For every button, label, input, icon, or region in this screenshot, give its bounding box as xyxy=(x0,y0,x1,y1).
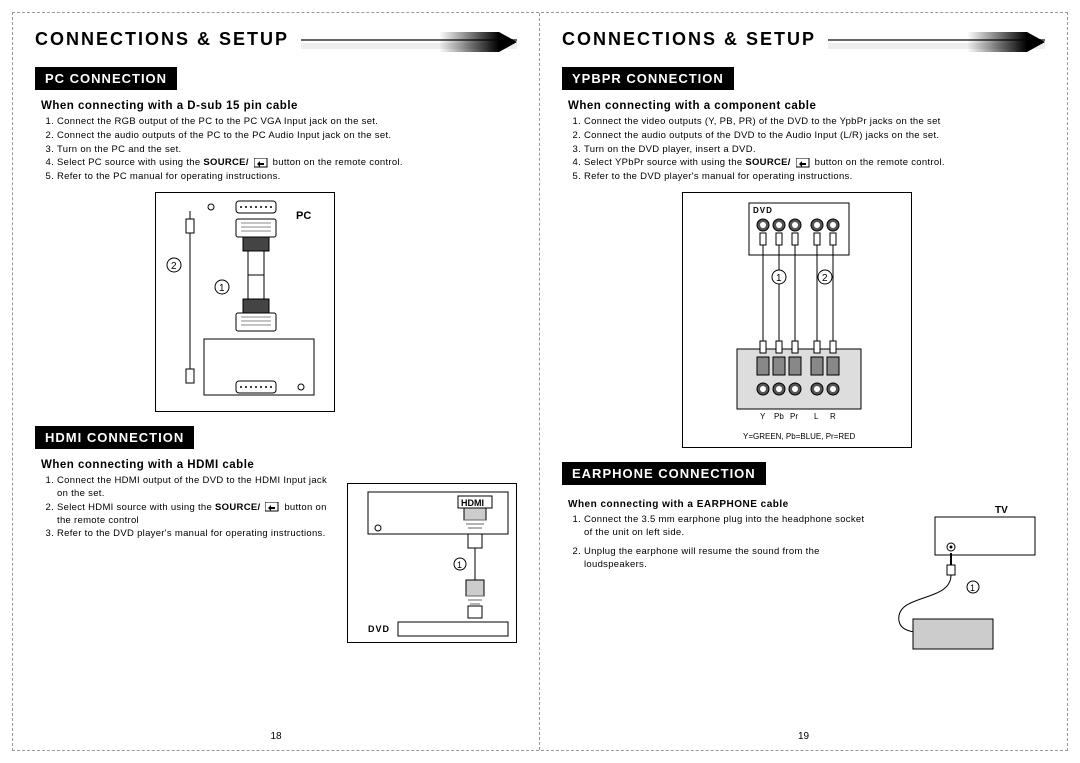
step: Connect the audio outputs of the DVD to … xyxy=(584,130,1045,143)
step: Turn on the PC and the set. xyxy=(57,144,517,157)
section-title: HDMI CONNECTION xyxy=(35,426,194,449)
svg-text:HDMI: HDMI xyxy=(461,498,484,508)
section-earphone: EARPHONE CONNECTION When connecting with… xyxy=(562,462,1045,667)
page-left: CONNECTIONS & SETUP PC CONNECTION When c… xyxy=(13,13,540,750)
manual-spread: CONNECTIONS & SETUP PC CONNECTION When c… xyxy=(12,12,1068,751)
svg-text:2: 2 xyxy=(822,273,828,284)
svg-text:TV: TV xyxy=(995,505,1008,516)
step: Refer to the DVD player's manual for ope… xyxy=(584,171,1045,184)
subhead: When connecting with a component cable xyxy=(568,100,1045,112)
page-right: CONNECTIONS & SETUP YPBPR CONNECTION Whe… xyxy=(540,13,1067,750)
section-title: EARPHONE CONNECTION xyxy=(562,462,766,485)
svg-text:1: 1 xyxy=(776,273,782,284)
step: Select PC source with using the SOURCE/ … xyxy=(57,157,517,170)
ribbon-right: CONNECTIONS & SETUP xyxy=(562,29,1045,55)
source-icon xyxy=(265,502,279,512)
step: Turn on the DVD player, insert a DVD. xyxy=(584,144,1045,157)
svg-text:1: 1 xyxy=(457,560,462,570)
section-ypbpr: YPBPR CONNECTION When connecting with a … xyxy=(562,67,1045,448)
svg-text:DVD: DVD xyxy=(368,624,390,634)
ribbon-title: CONNECTIONS & SETUP xyxy=(35,29,301,50)
svg-text:Pb: Pb xyxy=(774,412,784,421)
ribbon-left: CONNECTIONS & SETUP xyxy=(35,29,517,55)
source-icon xyxy=(796,158,810,168)
svg-text:L: L xyxy=(814,412,819,421)
source-icon xyxy=(254,158,268,168)
step: Connect the audio outputs of the PC to t… xyxy=(57,130,517,143)
dvd-jacks xyxy=(757,219,839,231)
section-title: PC CONNECTION xyxy=(35,67,177,90)
svg-text:DVD: DVD xyxy=(753,206,773,215)
steps-list: Connect the HDMI output of the DVD to th… xyxy=(57,475,337,541)
svg-text:Pr: Pr xyxy=(790,412,798,421)
svg-text:2: 2 xyxy=(171,261,177,272)
page-number: 19 xyxy=(540,731,1067,742)
section-hdmi: HDMI CONNECTION When connecting with a H… xyxy=(35,426,517,657)
svg-text:R: R xyxy=(830,412,836,421)
svg-text:1: 1 xyxy=(970,583,975,593)
step: Select YPbPr source with using the SOURC… xyxy=(584,157,1045,170)
steps-list: Connect the 3.5 mm earphone plug into th… xyxy=(584,514,865,571)
svg-text:Y: Y xyxy=(760,412,766,421)
step: Connect the 3.5 mm earphone plug into th… xyxy=(584,514,865,540)
hdmi-diagram: HDMI 1 xyxy=(347,483,517,643)
step: Select HDMI source with using the SOURCE… xyxy=(57,502,337,528)
step: Unplug the earphone will resume the soun… xyxy=(584,546,865,572)
section-pc: PC CONNECTION When connecting with a D-s… xyxy=(35,67,517,412)
step: Connect the HDMI output of the DVD to th… xyxy=(57,475,337,501)
subhead: When connecting with a EARPHONE cable xyxy=(568,499,865,510)
pc-diagram: PC 2 xyxy=(155,192,335,412)
ypbpr-diagram: DVD xyxy=(682,192,912,448)
subhead: When connecting with a D-sub 15 pin cabl… xyxy=(41,100,517,112)
subhead: When connecting with a HDMI cable xyxy=(41,459,517,471)
section-title: YPBPR CONNECTION xyxy=(562,67,734,90)
step: Connect the RGB output of the PC to the … xyxy=(57,116,517,129)
svg-text:1: 1 xyxy=(219,283,225,294)
steps-list: Connect the RGB output of the PC to the … xyxy=(57,116,517,184)
label-pc: PC xyxy=(296,210,311,222)
earphone-diagram: TV 1 xyxy=(875,503,1045,653)
ribbon-title: CONNECTIONS & SETUP xyxy=(562,29,828,50)
steps-list: Connect the video outputs (Y, PB, PR) of… xyxy=(584,116,1045,184)
step: Connect the video outputs (Y, PB, PR) of… xyxy=(584,116,1045,129)
step: Refer to the PC manual for operating ins… xyxy=(57,171,517,184)
color-note: Y=GREEN, Pb=BLUE, Pr=RED xyxy=(743,432,855,441)
page-number: 18 xyxy=(13,731,539,742)
step: Refer to the DVD player's manual for ope… xyxy=(57,528,337,541)
